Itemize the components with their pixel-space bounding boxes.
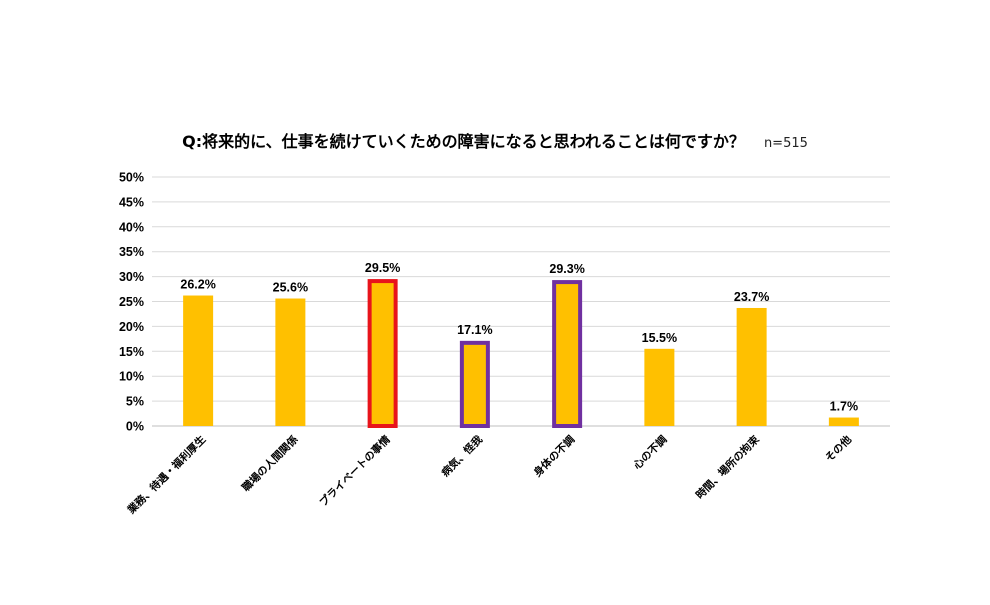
x-tick-label: 時間、場所の拘束 [693, 433, 762, 502]
x-tick-label: 業務、待遇・福利厚生 [124, 433, 208, 517]
x-tick-label: 身体の不調 [531, 433, 577, 479]
bar [828, 417, 859, 426]
y-tick-label: 0% [126, 420, 144, 434]
data-label: 25.6% [273, 281, 308, 295]
bar [736, 307, 767, 426]
x-tick-label: その他 [823, 433, 855, 465]
y-tick-label: 25% [119, 295, 144, 309]
data-labels: 26.2% 25.6% 29.5% 17.1% 29.3% 15.5% 23.7% 1.7% [180, 261, 858, 413]
y-tick-label: 50% [119, 171, 144, 185]
data-label: 29.5% [365, 261, 400, 275]
gridlines [152, 176, 890, 427]
highlighted-bar [459, 340, 490, 429]
highlighted-bar [552, 280, 583, 428]
data-label: 23.7% [734, 290, 769, 304]
y-tick-label: 15% [119, 345, 144, 359]
sample-size-label: n=515 [763, 136, 808, 151]
data-label: 29.3% [549, 262, 584, 276]
y-tick-label: 30% [119, 270, 144, 284]
y-tick-label: 45% [119, 195, 144, 209]
data-label: 15.5% [642, 331, 677, 345]
data-label: 26.2% [180, 278, 215, 292]
y-tick-label: 10% [119, 370, 144, 384]
bar [644, 348, 675, 426]
bar [275, 298, 306, 426]
x-tick-label: 心の不調 [631, 433, 670, 472]
bars [183, 279, 859, 429]
x-tick-label: 病気、怪我 [439, 433, 486, 480]
data-label: 17.1% [457, 323, 492, 337]
chart-title: Q:将来的に、仕事を続けていくための障害になると思われることは何ですか？ [182, 132, 745, 151]
highlighted-bar [367, 279, 398, 428]
chart-title-row: Q:将来的に、仕事を続けていくための障害になると思われることは何ですか？ n=5… [0, 128, 990, 152]
y-tick-label: 40% [119, 220, 144, 234]
x-axis-labels: 業務、待遇・福利厚生 職場の人間関係 プライベートの事情 病気、怪我 身体の不調 心の不調… [124, 433, 854, 517]
y-tick-label: 35% [119, 245, 144, 259]
y-axis-ticks: 0% 5% 10% 15% 20% 25% 30% 35% 40% 45% 50% [119, 171, 144, 434]
y-tick-label: 20% [119, 320, 144, 334]
x-tick-label: プライベートの事情 [317, 433, 393, 509]
bar [183, 295, 214, 426]
data-label: 1.7% [830, 400, 859, 414]
x-tick-label: 職場の人間関係 [239, 433, 301, 495]
y-tick-label: 5% [126, 395, 144, 409]
